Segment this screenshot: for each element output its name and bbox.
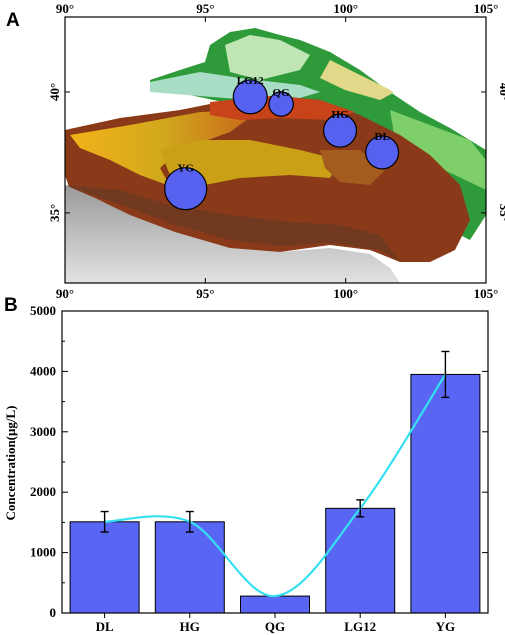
y-tick-label: 3000 <box>30 424 56 439</box>
y-axis-title: Concentration(μg/L) <box>3 406 18 521</box>
site-label-qg: QG <box>273 87 291 99</box>
panel-b-label: B <box>4 295 18 316</box>
lon-tick-label-bottom: 95° <box>196 286 214 301</box>
lat-tick-label-right: 40° <box>497 83 505 101</box>
site-label-lg12: LG12 <box>237 75 264 87</box>
lon-tick-label-top: 95° <box>196 1 214 16</box>
bar-dl <box>69 521 140 614</box>
bar-hg <box>154 521 225 614</box>
site-marker-yg <box>164 167 208 211</box>
lon-tick-label-bottom: 90° <box>56 286 74 301</box>
site-label-yg: YG <box>177 163 194 175</box>
lat-tick-label-left: 40° <box>47 83 62 101</box>
x-tick-label-yg: YG <box>436 619 456 634</box>
map-sites: LG12 QG HG DL YG <box>164 75 400 211</box>
y-tick-label: 4000 <box>30 363 56 378</box>
y-tick-label: 1000 <box>30 545 56 560</box>
x-tick-label-lg12: LG12 <box>344 619 376 634</box>
x-tick-label-qg: QG <box>265 619 285 634</box>
x-tick-label-hg: HG <box>180 619 200 634</box>
lon-tick-label-top: 105° <box>474 1 499 16</box>
site-marker-hg <box>323 113 358 148</box>
site-marker-qg <box>268 91 294 117</box>
site-marker-dl <box>365 135 400 170</box>
bar-yg <box>410 373 481 614</box>
bar-lg12 <box>325 507 396 614</box>
lon-tick-label-top: 90° <box>56 1 74 16</box>
site-label-dl: DL <box>375 131 390 143</box>
y-tick-label: 5000 <box>30 303 56 318</box>
map-frame <box>64 16 487 284</box>
lon-tick-label-top: 100° <box>333 1 358 16</box>
lon-tick-label-bottom: 105° <box>474 286 499 301</box>
lat-tick-label-right: 35° <box>497 204 505 222</box>
trend-curve <box>104 373 447 598</box>
map-axis-ticks: 90° 90° 95° 95° 100° 100° 105° 105° 40° 40° 35° 35° <box>47 1 505 301</box>
elevation-map <box>65 17 486 283</box>
error-bars <box>100 350 450 533</box>
site-marker-lg12 <box>232 79 268 115</box>
x-tick-label-dl: DL <box>96 619 114 634</box>
chart-frame <box>61 310 489 614</box>
y-tick-label: 2000 <box>30 484 56 499</box>
lat-tick-label-left: 35° <box>47 204 62 222</box>
bar-qg <box>239 595 311 614</box>
panel-a-label: A <box>6 10 20 31</box>
site-label-hg: HG <box>331 109 349 121</box>
y-tick-label: 0 <box>50 605 57 620</box>
lon-tick-label-bottom: 100° <box>333 286 358 301</box>
